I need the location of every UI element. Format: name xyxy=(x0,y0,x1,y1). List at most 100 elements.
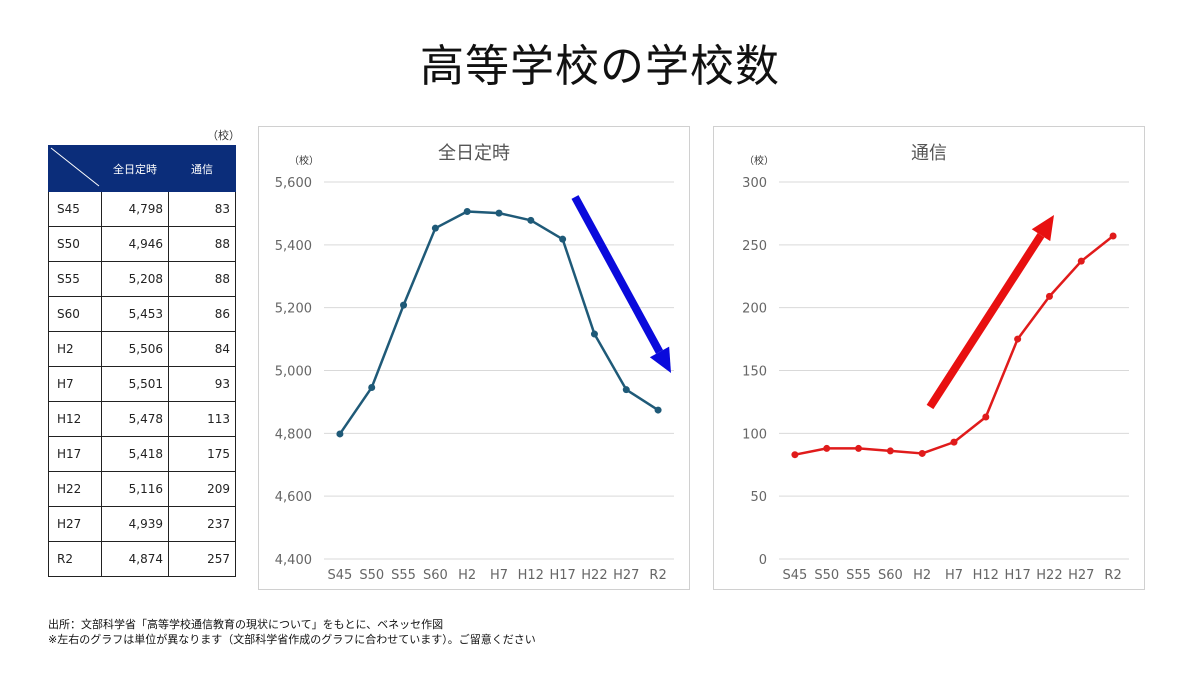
table-cell-label: H17 xyxy=(48,436,102,472)
table-cell-zen: 4,874 xyxy=(101,541,169,577)
footnote-note: ※左右のグラフは単位が異なります（文部科学省作成のグラフに合わせています）。ご留… xyxy=(48,633,536,646)
table-cell-tsushin: 88 xyxy=(168,226,236,262)
table-row: H27 4,939 237 xyxy=(48,506,236,542)
table-row: H2 5,506 84 xyxy=(48,331,236,367)
table-row: H22 5,116 209 xyxy=(48,471,236,507)
y-tick-label: 5,200 xyxy=(275,302,312,317)
table-cell-zen: 5,506 xyxy=(101,331,169,367)
y-tick-label: 150 xyxy=(742,365,767,380)
table-cell-tsushin: 88 xyxy=(168,261,236,297)
data-point xyxy=(1014,335,1022,343)
table-cell-label: H27 xyxy=(48,506,102,542)
table-row: R2 4,874 257 xyxy=(48,541,236,577)
data-point xyxy=(559,235,567,243)
data-point xyxy=(463,208,471,216)
table-header-row: 全日定時 通信 xyxy=(48,145,236,192)
data-point xyxy=(823,444,831,452)
y-tick-label: 4,400 xyxy=(275,553,312,568)
table-header-zen: 全日定時 xyxy=(101,145,169,192)
x-tick-label: H27 xyxy=(613,568,639,583)
arrow-head xyxy=(1031,215,1054,242)
table-cell-zen: 5,501 xyxy=(101,366,169,402)
table-cell-label: H22 xyxy=(48,471,102,507)
y-tick-label: 5,000 xyxy=(275,365,312,380)
table-cell-tsushin: 84 xyxy=(168,331,236,367)
table-cell-label: H2 xyxy=(48,331,102,367)
table-row: H7 5,501 93 xyxy=(48,366,236,402)
x-tick-label: S60 xyxy=(423,568,448,583)
table-header-tsushin: 通信 xyxy=(168,145,236,192)
table-cell-zen: 5,478 xyxy=(101,401,169,437)
x-tick-label: S60 xyxy=(878,568,903,583)
x-tick-label: H2 xyxy=(458,568,476,583)
data-point xyxy=(495,209,503,217)
x-tick-label: S55 xyxy=(391,568,416,583)
table-row: H17 5,418 175 xyxy=(48,436,236,472)
y-tick-label: 50 xyxy=(750,490,767,505)
table-row: S55 5,208 88 xyxy=(48,261,236,297)
table-cell-zen: 4,798 xyxy=(101,191,169,227)
table-cell-tsushin: 93 xyxy=(168,366,236,402)
chart-zen: 全日定時 （校） 4,400 4,600 4,800 5,000 5,200 5,400 5,6… xyxy=(275,143,674,583)
trend-down-arrow xyxy=(571,195,671,373)
x-tick-label: R2 xyxy=(1104,568,1121,583)
x-tick-label: H17 xyxy=(549,568,575,583)
x-tick-label: H2 xyxy=(913,568,931,583)
y-tick-label: 200 xyxy=(742,302,767,317)
x-tick-label: R2 xyxy=(649,568,666,583)
table-row: S50 4,946 88 xyxy=(48,226,236,262)
table-cell-label: S50 xyxy=(48,226,102,262)
y-tick-label: 4,800 xyxy=(275,427,312,442)
data-point xyxy=(791,451,799,459)
footnote-source: 出所：文部科学省「高等学校通信教育の現状について」をもとに、ベネッセ作図 xyxy=(48,618,444,631)
table-cell-tsushin: 83 xyxy=(168,191,236,227)
data-point xyxy=(886,447,894,455)
table-cell-label: H12 xyxy=(48,401,102,437)
data-point xyxy=(400,301,408,309)
data-point xyxy=(918,449,926,457)
y-tick-label: 4,600 xyxy=(275,490,312,505)
table-cell-tsushin: 113 xyxy=(168,401,236,437)
arrow-shaft xyxy=(571,195,664,354)
data-point xyxy=(336,430,344,438)
table-cell-tsushin: 86 xyxy=(168,296,236,332)
x-tick-label: H12 xyxy=(973,568,999,583)
data-point xyxy=(368,383,376,391)
data-point xyxy=(1109,232,1117,240)
data-point xyxy=(431,224,439,232)
chart-title: 全日定時 xyxy=(438,143,510,164)
data-point xyxy=(855,444,863,452)
x-tick-label: S50 xyxy=(814,568,839,583)
data-point xyxy=(527,216,535,224)
x-tick-label: S45 xyxy=(328,568,353,583)
table-unit-label: （校） xyxy=(207,129,240,142)
x-tick-label: H22 xyxy=(581,568,607,583)
y-tick-label: 5,600 xyxy=(275,176,312,191)
table-cell-zen: 5,418 xyxy=(101,436,169,472)
data-point xyxy=(950,438,958,446)
chart-tsushin: 通信 （校） 0 50 100 150 200 250 300 S45 S50 S55 S60 H2 H7 H… xyxy=(742,143,1129,583)
arrow-shaft xyxy=(926,232,1045,410)
x-tick-label: S50 xyxy=(359,568,384,583)
data-point xyxy=(1077,257,1085,265)
chart-panel-tsushin: 通信 （校） 0 50 100 150 200 250 300 S45 S50 S55 S60 H2 H7 H… xyxy=(713,126,1145,590)
x-tick-label: S45 xyxy=(783,568,808,583)
y-axis-unit-label: （校） xyxy=(289,154,319,167)
x-tick-label: H22 xyxy=(1036,568,1062,583)
table-corner-cell xyxy=(48,145,102,192)
diagonal-line-icon xyxy=(50,147,100,187)
data-table: 全日定時 通信 S45 4,798 83 S50 4,946 88 S55 5,208 88 S6… xyxy=(48,145,236,577)
x-tick-label: S55 xyxy=(846,568,871,583)
table-cell-label: R2 xyxy=(48,541,102,577)
table-row: S60 5,453 86 xyxy=(48,296,236,332)
table-cell-zen: 5,453 xyxy=(101,296,169,332)
table-cell-zen: 4,946 xyxy=(101,226,169,262)
table-cell-zen: 4,939 xyxy=(101,506,169,542)
data-point xyxy=(1045,292,1053,300)
chart-title: 通信 xyxy=(911,143,947,164)
table-cell-zen: 5,208 xyxy=(101,261,169,297)
x-tick-label: H27 xyxy=(1068,568,1094,583)
y-tick-label: 300 xyxy=(742,176,767,191)
chart-panel-zen: 全日定時 （校） 4,400 4,600 4,800 5,000 5,200 5,400 5,6… xyxy=(258,126,690,590)
table-cell-label: S45 xyxy=(48,191,102,227)
